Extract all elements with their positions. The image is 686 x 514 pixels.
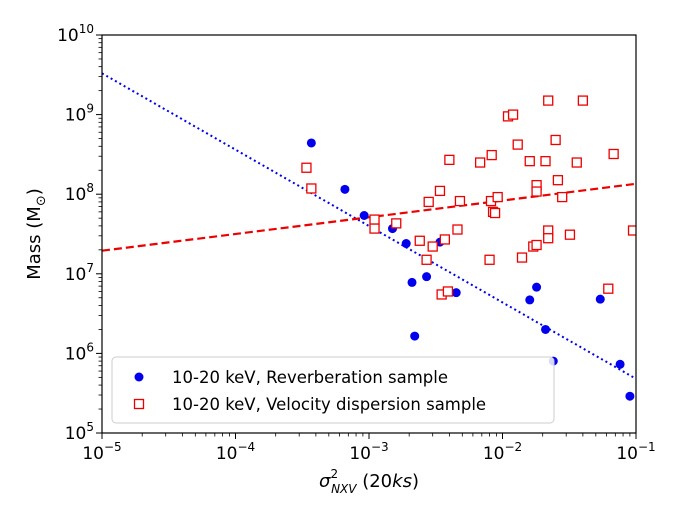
y-tick-label: 106 [65,340,94,364]
legend-marker-dispersion [133,398,145,410]
reverberation-point [407,277,417,287]
y-tick-label: 108 [65,181,94,205]
dispersion-point [434,185,446,197]
dispersion-point [512,139,523,150]
dispersion-point [524,156,535,167]
dispersion-point [516,252,528,263]
x-tick-label: 10−1 [616,440,655,464]
dispersion-point [489,207,501,219]
reverberation-point [306,138,316,148]
dispersion-point [564,229,576,240]
legend: 10-20 keV, Reverberation sample 10-20 keV… [111,356,555,424]
legend-label: 10-20 keV, Velocity dispersion sample [172,395,486,414]
dispersion-point [608,148,619,160]
legend-marker-reverberation [134,372,144,382]
dispersion-point [484,254,495,265]
reverberation-point [422,272,432,282]
axes: 10−5 10−4 10−3 10−2 10−1 105 106 107 108 109 1010 σ… [24,22,656,496]
dispersion-point [454,195,466,207]
dispersion-point [427,241,438,252]
reverberation-point [541,324,551,334]
dispersion-point [571,157,582,168]
x-tick-label: 10−3 [349,440,388,464]
dispersion-point [543,95,554,106]
dispersion-point [557,191,568,203]
reverberation-point [340,184,350,194]
dispersion-point [577,95,589,106]
y-axis-label: Mass (M⊙) [24,188,49,280]
reverberation-point [401,239,411,249]
reverberation-point [615,359,625,369]
dispersion-point [543,233,554,244]
y-tick-label: 1010 [57,22,94,46]
dispersion-point [391,218,402,229]
dispersion-point [627,225,636,236]
legend-box [111,356,555,424]
dispersion-point [369,214,380,225]
dispersion-point [492,191,503,203]
dispersion-point [306,183,317,194]
reverberation-point [359,211,369,221]
x-axis-label: σ2 NXV (20ks) [319,467,419,496]
dispersion-fit-line [102,182,636,252]
dispersion-point [369,223,380,234]
x-tick-label: 10−4 [216,440,255,464]
reverberation-point [532,282,542,292]
dispersion-point [507,109,519,120]
dispersion-point [540,156,551,167]
legend-label: 10-20 keV, Reverberation sample [172,368,448,387]
dispersion-point [531,186,542,197]
reverberation-point [451,288,461,298]
dispersion-point [452,224,463,235]
reverberation-point [410,331,420,341]
dispersion-point [414,235,425,246]
dispersion-point [442,286,454,297]
dispersion-point [531,239,542,251]
y-tick-label: 105 [65,420,94,444]
reverberation-point [595,294,605,304]
dispersion-point [423,196,434,208]
x-tick-label: 10−2 [483,440,522,464]
dispersion-point [550,134,561,146]
y-tick-label: 109 [65,102,94,126]
reverberation-point [525,295,535,305]
dispersion-point [486,149,497,161]
reverberation-fit-line [102,72,636,380]
dispersion-point [421,254,432,265]
y-tick-label: 107 [65,261,94,285]
x-tick-label: 10−5 [82,440,121,464]
dispersion-point [439,234,451,245]
dispersion-point [474,157,486,168]
reverberation-point [625,391,635,401]
dispersion-point [603,283,614,294]
dispersion-point [552,175,564,186]
dispersion-point [301,162,312,173]
dispersion-point [444,154,455,166]
plot-area [102,72,636,401]
